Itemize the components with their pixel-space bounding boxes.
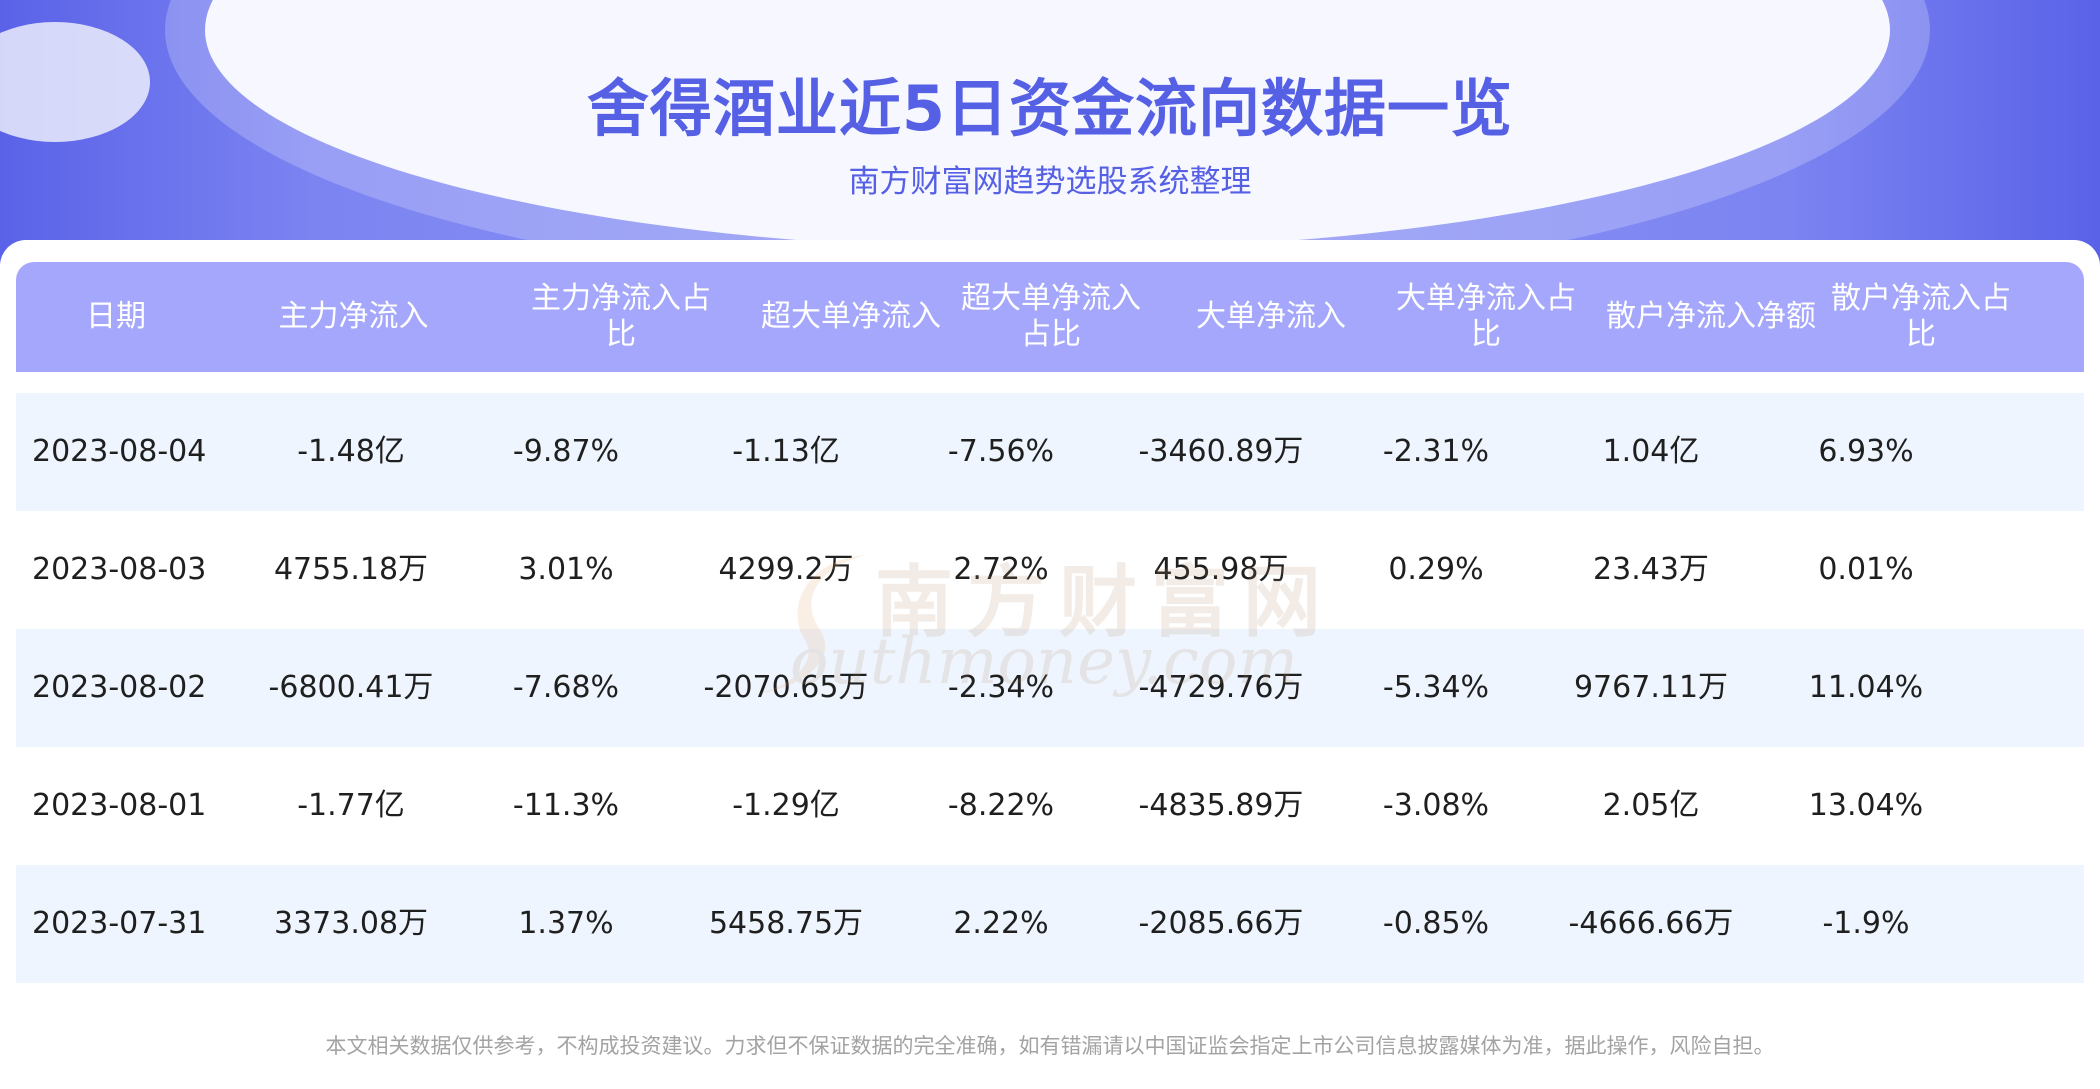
cell-large-ratio: 0.29% bbox=[1388, 552, 1484, 587]
cell-large-inflow: -3460.89万 bbox=[1138, 434, 1304, 469]
column-header-date: 日期 bbox=[86, 299, 146, 334]
cell-retail-ratio: -1.9% bbox=[1822, 906, 1910, 941]
cell-date: 2023-08-04 bbox=[32, 434, 207, 469]
column-header-main-inflow: 主力净流入 bbox=[278, 299, 429, 334]
header-decoration bbox=[0, 22, 150, 142]
cell-main-inflow: -1.77亿 bbox=[297, 788, 405, 823]
page-title: 舍得酒业近5日资金流向数据一览 bbox=[586, 72, 1514, 145]
cell-retail-ratio: 0.01% bbox=[1818, 552, 1914, 587]
column-header-large-ratio: 大单净流入占比 bbox=[1396, 281, 1576, 352]
cell-date: 2023-08-01 bbox=[32, 788, 207, 823]
column-header-xl-ratio: 超大单净流入占比 bbox=[961, 281, 1141, 352]
cell-xl-ratio: 2.22% bbox=[953, 906, 1049, 941]
cell-date: 2023-08-03 bbox=[32, 552, 207, 587]
table-row: 2023-08-04 -1.48亿 -9.87% -1.13亿 -7.56% -… bbox=[16, 393, 2084, 511]
cell-main-ratio: -7.68% bbox=[512, 670, 620, 705]
cell-large-inflow: -4729.76万 bbox=[1138, 670, 1304, 705]
column-header-retail-ratio: 散户净流入占比 bbox=[1831, 281, 2011, 352]
column-header-retail-inflow: 散户净流入净额 bbox=[1606, 299, 1816, 334]
cell-large-ratio: -0.85% bbox=[1382, 906, 1490, 941]
cell-retail-ratio: 6.93% bbox=[1818, 434, 1914, 469]
cell-main-inflow: 3373.08万 bbox=[273, 906, 429, 941]
cell-xl-inflow: -1.13亿 bbox=[732, 434, 840, 469]
cell-xl-ratio: 2.72% bbox=[953, 552, 1049, 587]
cell-large-inflow: 455.98万 bbox=[1153, 552, 1289, 587]
cell-large-ratio: -3.08% bbox=[1382, 788, 1490, 823]
cell-retail-inflow: -4666.66万 bbox=[1568, 906, 1734, 941]
cell-large-inflow: -2085.66万 bbox=[1138, 906, 1304, 941]
cell-main-ratio: 3.01% bbox=[518, 552, 614, 587]
cell-main-inflow: -1.48亿 bbox=[297, 434, 405, 469]
cell-retail-inflow: 23.43万 bbox=[1593, 552, 1709, 587]
cell-xl-inflow: 5458.75万 bbox=[708, 906, 864, 941]
cell-large-ratio: -5.34% bbox=[1382, 670, 1490, 705]
column-header-main-ratio: 主力净流入占比 bbox=[531, 281, 711, 352]
cell-main-ratio: -9.87% bbox=[512, 434, 620, 469]
table-row: 2023-08-02 -6800.41万 -7.68% -2070.65万 -2… bbox=[16, 629, 2084, 747]
cell-date: 2023-08-02 bbox=[32, 670, 207, 705]
cell-xl-ratio: -7.56% bbox=[947, 434, 1055, 469]
cell-xl-inflow: -2070.65万 bbox=[703, 670, 869, 705]
cell-retail-ratio: 13.04% bbox=[1808, 788, 1924, 823]
cell-xl-ratio: -8.22% bbox=[947, 788, 1055, 823]
cell-retail-inflow: 9767.11万 bbox=[1573, 670, 1729, 705]
cell-large-inflow: -4835.89万 bbox=[1138, 788, 1304, 823]
cell-retail-inflow: 2.05亿 bbox=[1602, 788, 1700, 823]
table-row: 2023-08-03 4755.18万 3.01% 4299.2万 2.72% … bbox=[16, 511, 2084, 629]
cell-xl-inflow: -1.29亿 bbox=[732, 788, 840, 823]
disclaimer-text: 本文相关数据仅供参考，不构成投资建议。力求但不保证数据的完全准确，如有错漏请以中… bbox=[325, 1034, 1775, 1058]
cell-date: 2023-07-31 bbox=[32, 906, 207, 941]
column-header-large-inflow: 大单净流入 bbox=[1196, 299, 1346, 334]
table-row: 2023-08-01 -1.77亿 -11.3% -1.29亿 -8.22% -… bbox=[16, 747, 2084, 865]
cell-large-ratio: -2.31% bbox=[1382, 434, 1490, 469]
table-row: 2023-07-31 3373.08万 1.37% 5458.75万 2.22%… bbox=[16, 865, 2084, 983]
cell-main-inflow: 4755.18万 bbox=[273, 552, 429, 587]
column-header-xl-inflow: 超大单净流入 bbox=[761, 299, 941, 334]
header-banner bbox=[0, 0, 2100, 275]
cell-retail-inflow: 1.04亿 bbox=[1602, 434, 1700, 469]
cell-retail-ratio: 11.04% bbox=[1808, 670, 1924, 705]
cell-main-inflow: -6800.41万 bbox=[268, 670, 434, 705]
cell-xl-inflow: 4299.2万 bbox=[718, 552, 854, 587]
page-subtitle: 南方财富网趋势选股系统整理 bbox=[848, 164, 1252, 200]
cell-main-ratio: 1.37% bbox=[518, 906, 614, 941]
cell-main-ratio: -11.3% bbox=[512, 788, 620, 823]
table-header: 日期 主力净流入 主力净流入占比 超大单净流入 超大单净流入占比 大单净流入 大… bbox=[16, 262, 2084, 372]
cell-xl-ratio: -2.34% bbox=[947, 670, 1055, 705]
